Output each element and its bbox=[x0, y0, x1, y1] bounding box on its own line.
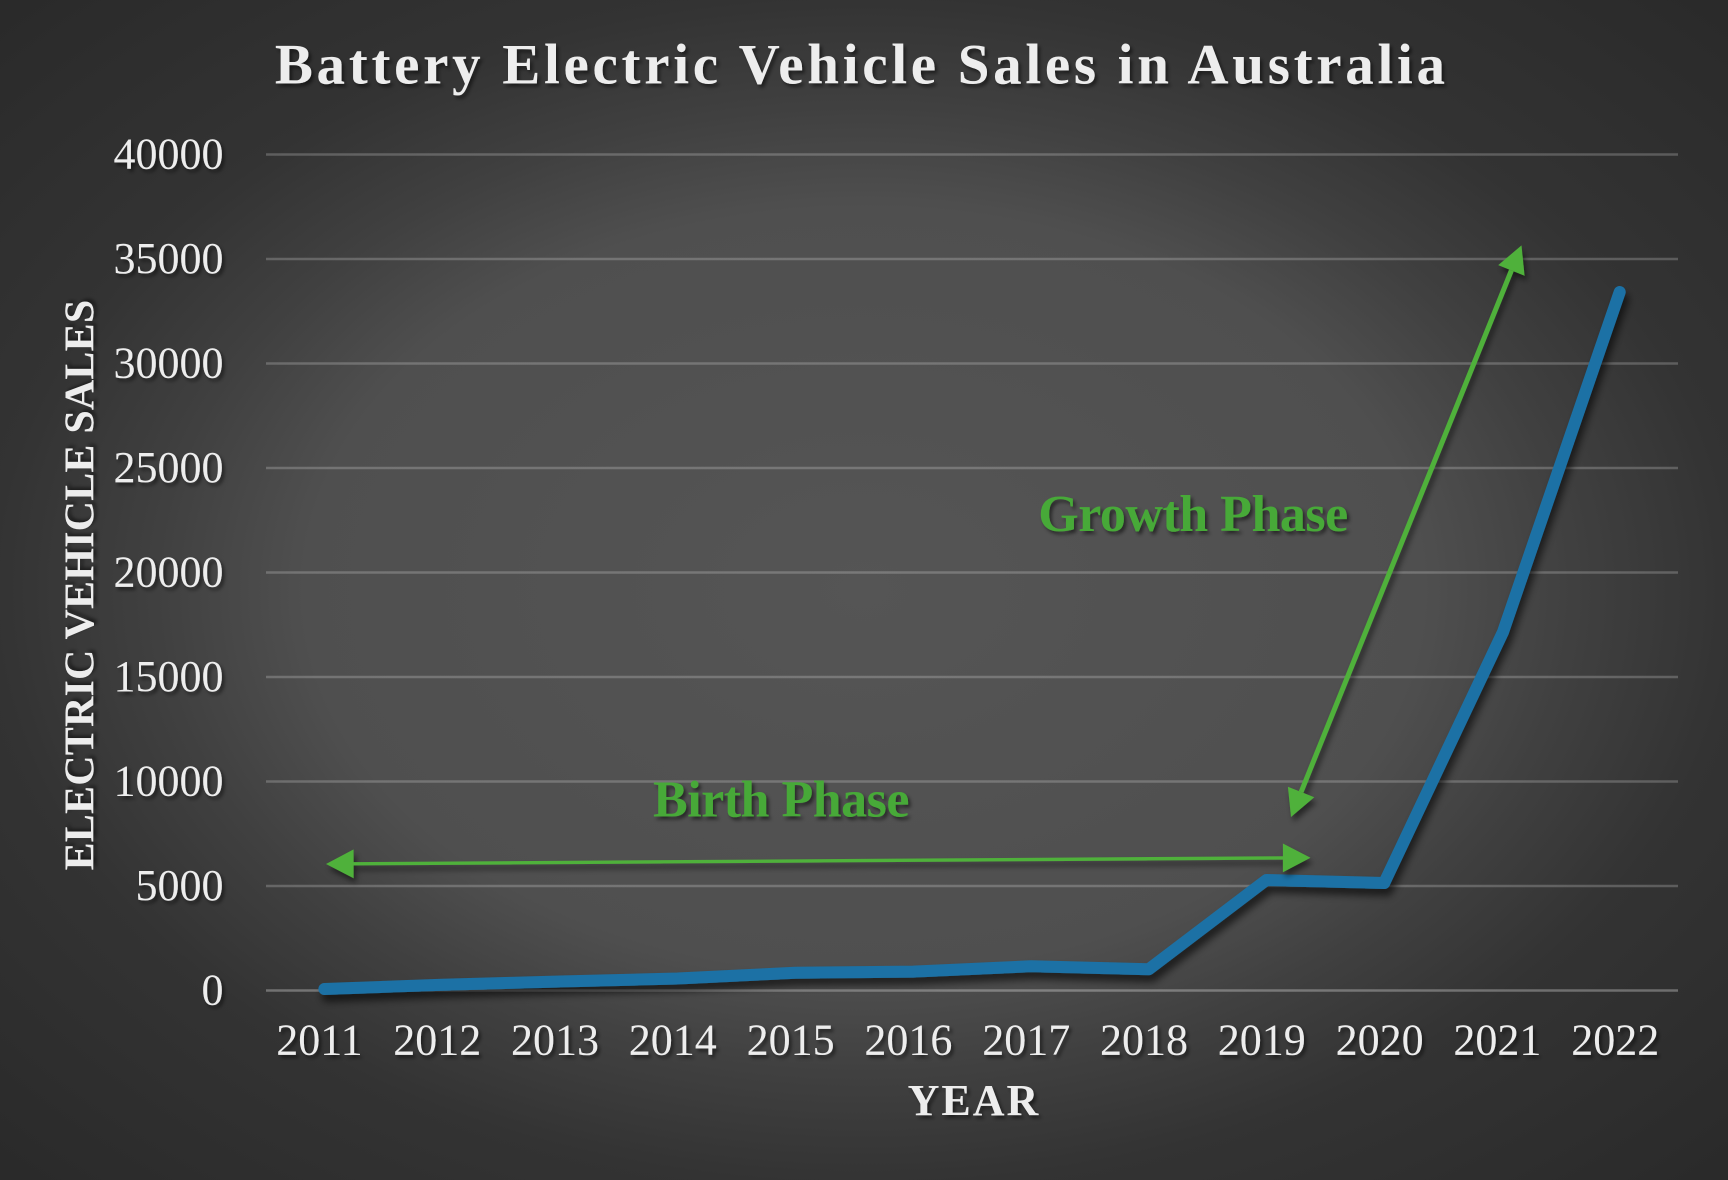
svg-text:2020: 2020 bbox=[1336, 1016, 1424, 1065]
svg-text:35000: 35000 bbox=[114, 234, 224, 283]
svg-text:5000: 5000 bbox=[136, 861, 224, 910]
svg-text:10000: 10000 bbox=[114, 757, 224, 806]
svg-text:2021: 2021 bbox=[1453, 1016, 1541, 1065]
svg-text:2012: 2012 bbox=[393, 1016, 481, 1065]
svg-text:2018: 2018 bbox=[1100, 1016, 1188, 1065]
svg-text:YEAR: YEAR bbox=[908, 1076, 1041, 1125]
svg-text:2016: 2016 bbox=[864, 1016, 952, 1065]
svg-text:25000: 25000 bbox=[114, 443, 224, 492]
svg-text:2022: 2022 bbox=[1571, 1016, 1659, 1065]
svg-text:40000: 40000 bbox=[114, 130, 224, 179]
svg-text:Growth Phase: Growth Phase bbox=[1038, 486, 1347, 543]
svg-text:Battery Electric Vehicle Sales: Battery Electric Vehicle Sales in Austra… bbox=[275, 34, 1449, 97]
svg-text:0: 0 bbox=[202, 966, 224, 1015]
svg-text:2019: 2019 bbox=[1218, 1016, 1306, 1065]
svg-text:2011: 2011 bbox=[276, 1016, 362, 1065]
svg-text:2015: 2015 bbox=[747, 1016, 835, 1065]
svg-text:Birth Phase: Birth Phase bbox=[653, 771, 909, 828]
svg-text:20000: 20000 bbox=[114, 548, 224, 597]
svg-text:30000: 30000 bbox=[114, 339, 224, 388]
svg-text:2014: 2014 bbox=[629, 1016, 717, 1065]
svg-text:2017: 2017 bbox=[982, 1016, 1070, 1065]
svg-text:15000: 15000 bbox=[114, 652, 224, 701]
svg-text:2013: 2013 bbox=[511, 1016, 599, 1065]
svg-text:ELECTRIC VEHICLE SALES: ELECTRIC VEHICLE SALES bbox=[58, 300, 104, 871]
